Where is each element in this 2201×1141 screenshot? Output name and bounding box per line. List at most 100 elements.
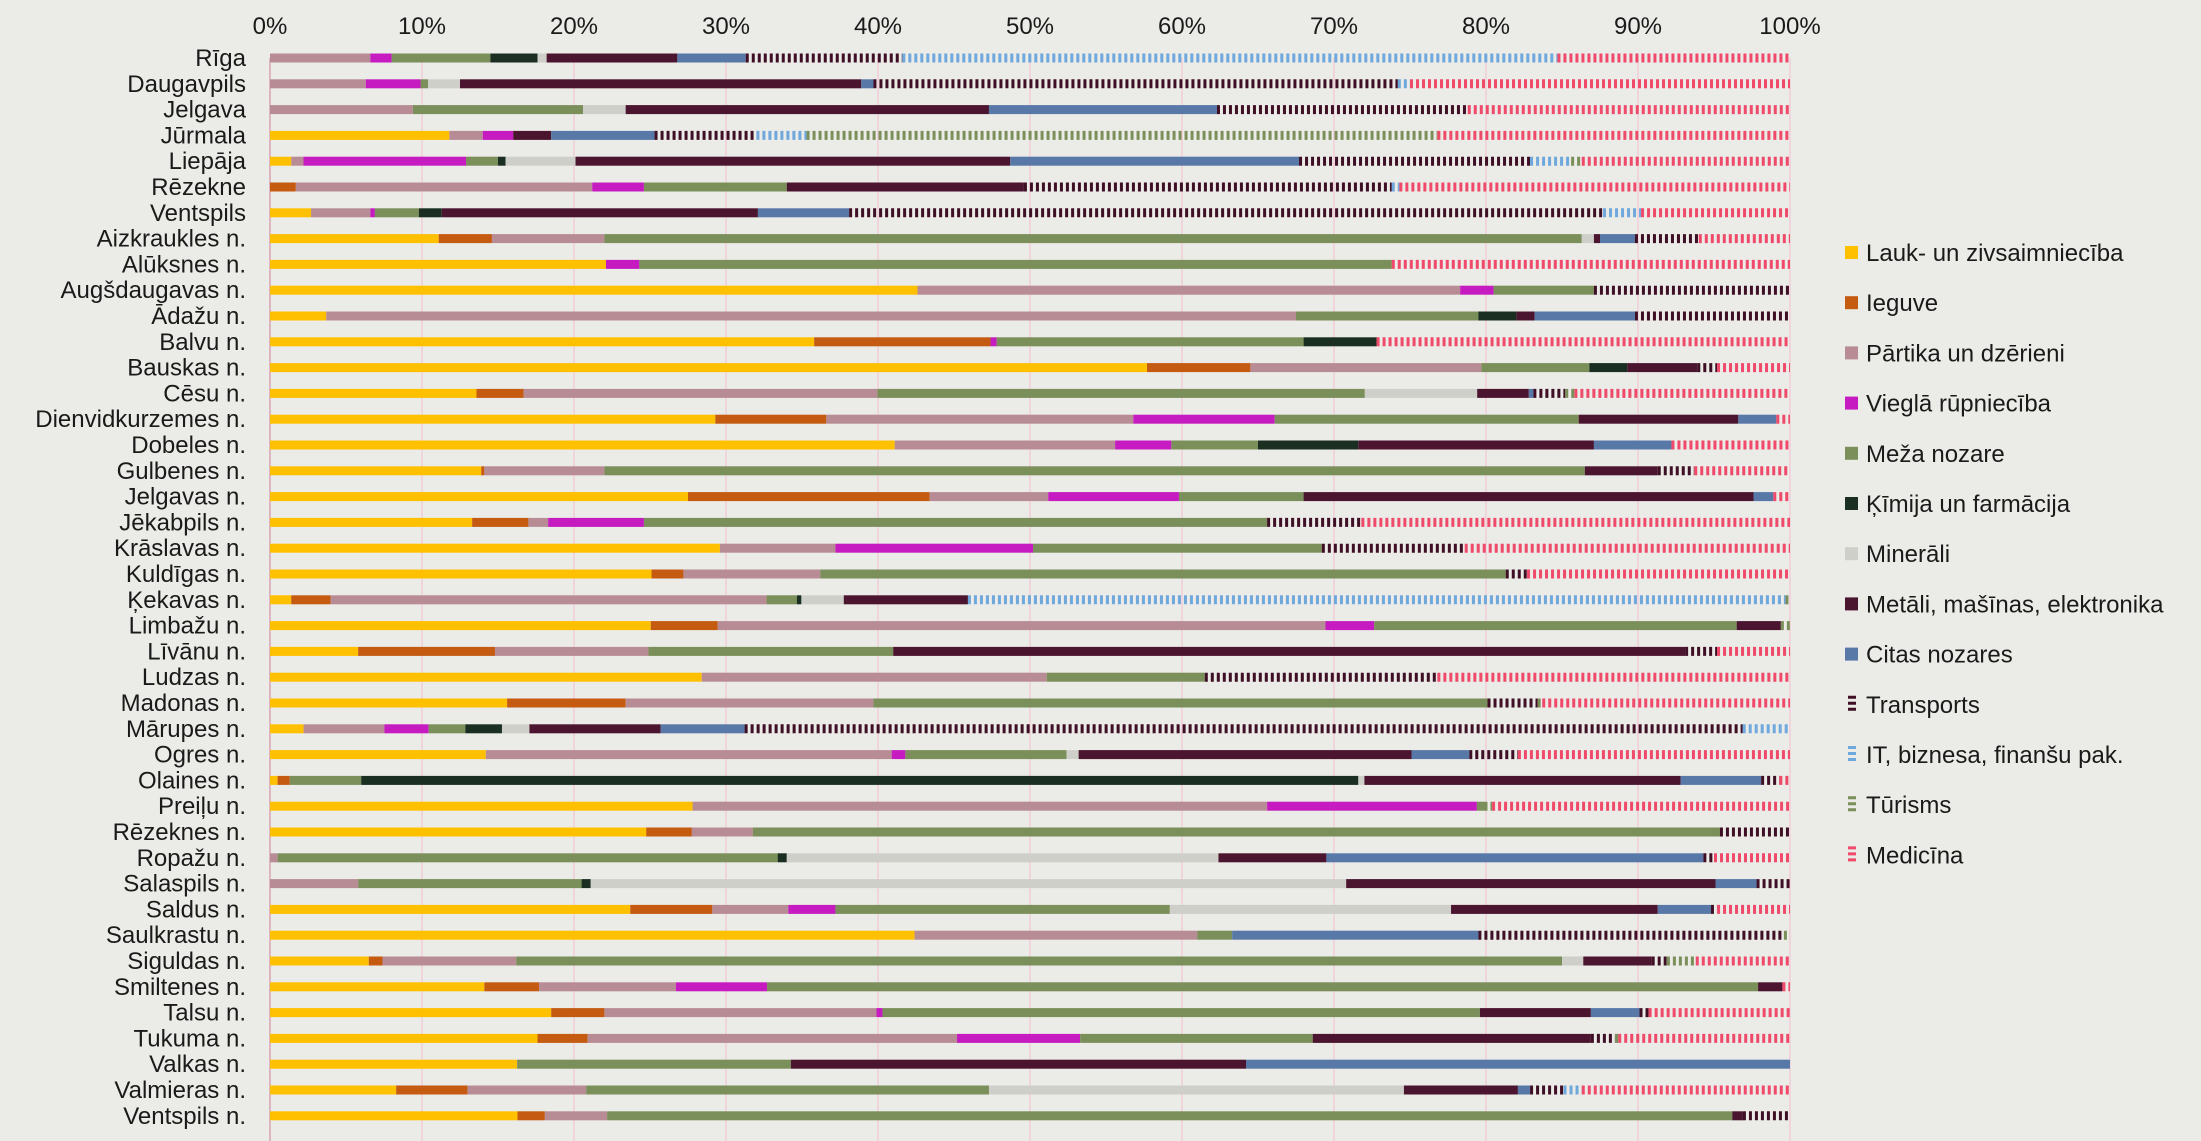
bar-segment <box>330 595 767 605</box>
category-label: Tukuma n. <box>134 1025 247 1052</box>
bar-segment <box>604 234 1582 244</box>
category-label: Līvānu n. <box>147 638 246 665</box>
bar-segment <box>270 363 1148 373</box>
bar-segment <box>1303 337 1377 347</box>
bar-segment <box>766 595 797 605</box>
bar-segment <box>370 53 392 63</box>
bar-segment <box>270 646 359 656</box>
bar-segment <box>472 517 529 527</box>
bar-segment <box>604 1008 877 1018</box>
bar-segment <box>1589 363 1628 373</box>
bar-segment <box>767 982 1759 992</box>
bar-segment <box>374 208 419 218</box>
bar-segment <box>820 569 1506 579</box>
bar-segment <box>438 234 492 244</box>
bar-segment <box>270 595 292 605</box>
bar-segment <box>289 775 362 785</box>
bar-segment <box>382 956 517 966</box>
bar-segment <box>270 311 327 321</box>
bar-segment <box>1274 414 1579 424</box>
bar-segment <box>607 1111 1733 1121</box>
bar-segment <box>291 156 304 166</box>
bar-segment <box>1147 363 1251 373</box>
bar-segment <box>484 466 605 476</box>
legend-label: Minerāli <box>1866 541 1950 568</box>
legend-label: IT, biznesa, finanšu pak. <box>1866 742 2123 769</box>
category-label: Talsu n. <box>163 1000 246 1027</box>
bar-segment <box>719 543 836 553</box>
bar-segment <box>270 621 651 631</box>
bar-segment <box>270 853 278 863</box>
legend-label: Ieguve <box>1866 290 1938 317</box>
bar-segment <box>270 130 450 140</box>
bar-segment <box>1736 621 1781 631</box>
bar-series-layer <box>270 53 1790 1121</box>
bar-segment <box>482 130 514 140</box>
bar-segment <box>688 492 930 502</box>
bar-segment <box>1169 904 1452 914</box>
bar-segment <box>270 775 278 785</box>
bar-segment <box>1593 234 1600 244</box>
category-label: Olaines n. <box>138 767 246 794</box>
bar-segment <box>917 285 1461 295</box>
bar-segment <box>546 53 678 63</box>
bar-segment <box>957 1033 1081 1043</box>
bar-segment <box>788 904 836 914</box>
bar-segment <box>1033 543 1322 553</box>
bar-segment <box>876 1008 883 1018</box>
bar-segment <box>757 208 850 218</box>
bar-segment <box>590 879 1347 889</box>
bar-segment <box>752 827 1720 837</box>
bar-segment <box>501 724 530 734</box>
bar-segment <box>418 208 442 218</box>
bar-segment <box>428 79 460 89</box>
x-tick-label: 70% <box>1310 13 1358 40</box>
bar-segment <box>587 1033 958 1043</box>
bar-segment <box>539 982 676 992</box>
category-label: Gulbenes n. <box>117 458 246 485</box>
bar-segment <box>270 517 473 527</box>
bar-segment <box>270 827 647 837</box>
bar-segment <box>270 79 366 89</box>
bar-segment <box>270 1008 552 1018</box>
bar-segment <box>1758 982 1783 992</box>
bar-segment <box>270 982 485 992</box>
bar-segment <box>651 569 684 579</box>
bar-segment <box>1627 363 1698 373</box>
bar-segment <box>1066 750 1079 760</box>
bar-segment <box>988 105 1217 115</box>
bar-segment <box>270 414 716 424</box>
category-label: Ventspils n. <box>123 1103 246 1130</box>
bar-segment <box>270 440 895 450</box>
category-label: Augšdaugavas n. <box>61 277 246 304</box>
bar-segment <box>1753 492 1774 502</box>
bar-segment <box>914 930 1198 940</box>
legend-label: Vieglā rūpniecība <box>1866 391 2052 418</box>
bar-segment <box>1479 1008 1591 1018</box>
bar-segment <box>691 827 753 837</box>
bar-segment <box>683 569 821 579</box>
bar-segment <box>460 79 862 89</box>
bar-segment <box>1478 311 1517 321</box>
bar-segment <box>517 1059 791 1069</box>
bar-segment <box>1197 930 1233 940</box>
bar-segment <box>1715 879 1757 889</box>
bar-segment <box>882 1008 1480 1018</box>
bar-segment <box>270 879 359 889</box>
bar-segment <box>494 646 649 656</box>
bar-segment <box>835 904 1170 914</box>
bar-segment <box>1481 363 1590 373</box>
bar-segment <box>1476 801 1485 811</box>
bar-segment <box>270 337 815 347</box>
bar-segment <box>270 285 918 295</box>
x-tick-label: 100% <box>1759 13 1820 40</box>
category-label: Alūksnes n. <box>122 251 246 278</box>
bar-segment <box>648 646 894 656</box>
bar-segment <box>1528 388 1534 398</box>
bar-segment <box>630 904 713 914</box>
bar-segment <box>1581 234 1594 244</box>
bar-segment <box>581 879 591 889</box>
bar-segment <box>270 801 693 811</box>
bar-segment <box>1115 440 1172 450</box>
